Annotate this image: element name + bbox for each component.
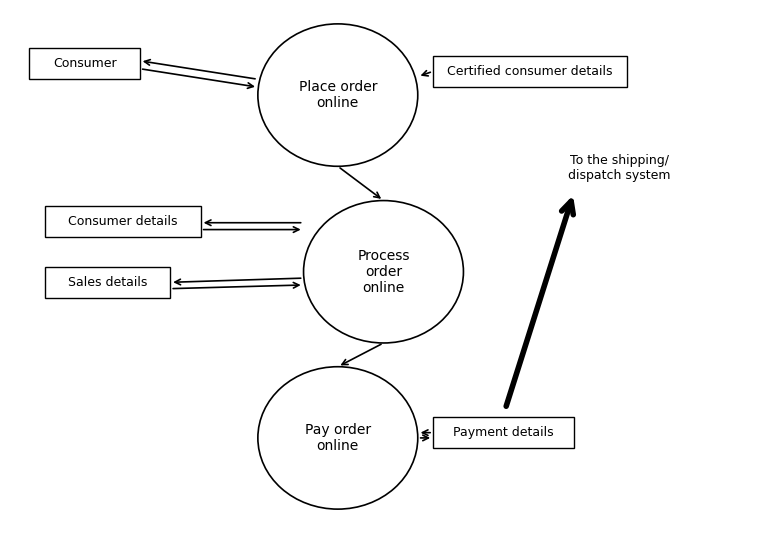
Text: Consumer: Consumer: [53, 57, 117, 70]
Text: Consumer details: Consumer details: [68, 215, 177, 228]
Text: Sales details: Sales details: [67, 276, 147, 289]
FancyBboxPatch shape: [29, 47, 140, 79]
FancyBboxPatch shape: [44, 206, 201, 238]
Text: Pay order
online: Pay order online: [304, 423, 371, 453]
Text: Payment details: Payment details: [453, 426, 554, 439]
Text: Place order
online: Place order online: [298, 80, 377, 110]
FancyBboxPatch shape: [433, 55, 627, 87]
Text: Process
order
online: Process order online: [357, 248, 410, 295]
Text: Certified consumer details: Certified consumer details: [447, 65, 613, 78]
FancyBboxPatch shape: [44, 266, 170, 298]
Text: To the shipping/
dispatch system: To the shipping/ dispatch system: [568, 154, 671, 182]
FancyBboxPatch shape: [433, 417, 574, 448]
